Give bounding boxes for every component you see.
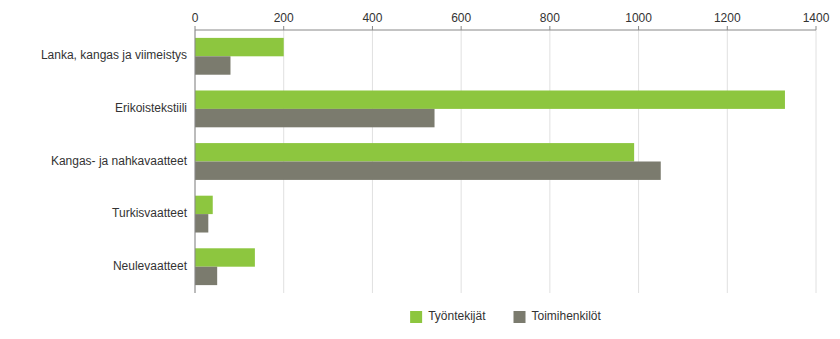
tick-mark [638,26,639,30]
bar [195,56,230,74]
y-axis: Lanka, kangas ja viimeistys Erikoisteksti… [41,48,188,272]
category-label: Turkisvaatteet [112,206,188,220]
tick-mark [283,26,284,30]
tick-label: 600 [451,11,471,25]
bar [195,162,661,180]
tick-mark [195,26,196,30]
legend-item: Toimihenkilöt [514,309,602,323]
bar [195,109,435,127]
bar [195,143,634,161]
legend-label: Toimihenkilöt [532,309,602,323]
legend: Työntekijät Toimihenkilöt [410,309,601,323]
chart-container: 0 200 400 600 800 1000 1200 1400 Lanka, kangas j… [0,0,840,339]
bar [195,38,284,56]
bar [195,267,217,285]
tick-mark [549,26,550,30]
grid-line [816,30,817,293]
tick-label: 1000 [625,11,652,25]
legend-swatch [410,311,422,323]
tick-mark [816,26,817,30]
bar [195,90,785,108]
tick-mark [461,26,462,30]
legend-label: Työntekijät [428,309,486,323]
x-axis: 0 200 400 600 800 1000 1200 1400 [192,11,830,30]
bar [195,214,208,232]
tick-mark [727,26,728,30]
tick-label: 0 [192,11,199,25]
grid-line [727,30,728,293]
category-label: Erikoistekstiili [115,101,187,115]
y-axis-line [195,30,196,293]
tick-mark [372,26,373,30]
bar [195,196,213,214]
category-label: Lanka, kangas ja viimeistys [41,48,187,62]
tick-label: 1400 [803,11,830,25]
bar [195,248,255,266]
x-axis-line [195,30,816,31]
grid-line [195,30,196,293]
legend-swatch [514,311,526,323]
category-label: Neulevaatteet [113,259,188,273]
legend-item: Työntekijät [410,309,486,323]
tick-label: 400 [362,11,382,25]
tick-label: 800 [540,11,560,25]
chart-svg: 0 200 400 600 800 1000 1200 1400 Lanka, kangas j… [0,0,840,339]
grid [195,30,816,293]
category-label: Kangas- ja nahkavaatteet [51,154,188,168]
tick-label: 1200 [714,11,741,25]
bars [195,38,785,285]
tick-label: 200 [274,11,294,25]
